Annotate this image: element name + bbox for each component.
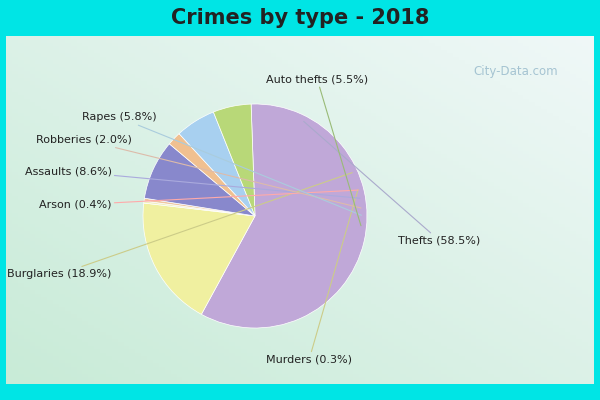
Text: Thefts (58.5%): Thefts (58.5%) — [304, 122, 481, 246]
Wedge shape — [169, 134, 255, 216]
Text: Auto thefts (5.5%): Auto thefts (5.5%) — [266, 74, 368, 226]
Wedge shape — [144, 198, 255, 216]
Wedge shape — [202, 104, 367, 328]
Text: Arson (0.4%): Arson (0.4%) — [39, 190, 358, 210]
Text: Assaults (8.6%): Assaults (8.6%) — [25, 166, 360, 198]
Text: City-Data.com: City-Data.com — [473, 66, 558, 78]
Text: Rapes (5.8%): Rapes (5.8%) — [82, 112, 361, 215]
Wedge shape — [214, 104, 255, 216]
Text: Crimes by type - 2018: Crimes by type - 2018 — [171, 8, 429, 28]
Wedge shape — [145, 144, 255, 216]
Wedge shape — [144, 201, 255, 216]
Text: Burglaries (18.9%): Burglaries (18.9%) — [7, 173, 352, 279]
Wedge shape — [179, 112, 255, 216]
Text: Robberies (2.0%): Robberies (2.0%) — [36, 135, 361, 208]
Wedge shape — [143, 203, 255, 314]
Text: Murders (0.3%): Murders (0.3%) — [266, 190, 358, 364]
